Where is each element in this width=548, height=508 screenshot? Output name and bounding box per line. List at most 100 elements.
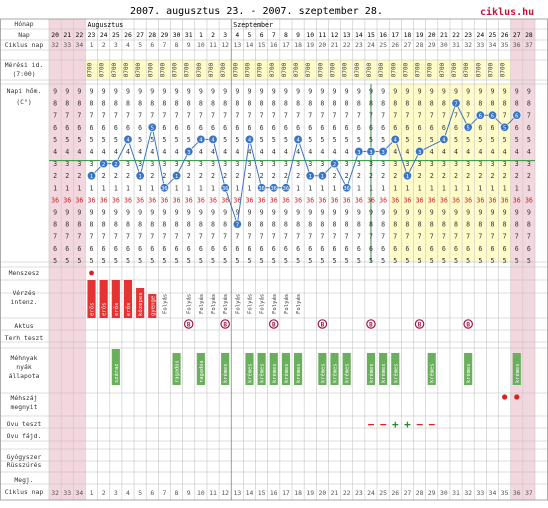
temperature-point-label: 1: [309, 174, 312, 180]
temp-scale: 7: [53, 233, 57, 241]
temperature-point-label: 4: [199, 138, 202, 144]
bleeding-label: Folyás: [161, 294, 168, 314]
temp-scale: 5: [405, 136, 409, 144]
temp-scale: 7: [199, 112, 203, 120]
temp-scale: 7: [114, 112, 118, 120]
temp-scale: 3: [418, 160, 422, 168]
temp-scale: 7: [138, 233, 142, 241]
temp-scale: 7: [235, 112, 239, 120]
time-cell: [182, 60, 195, 80]
time-cell: [292, 60, 305, 80]
temp-scale: 6: [369, 245, 373, 253]
bleeding-label: Folyás: [283, 294, 290, 314]
temp-scale: 8: [150, 100, 154, 108]
measure-time: 0700: [281, 62, 288, 77]
temp-scale: 36: [282, 196, 290, 204]
cycle-day: 8: [175, 41, 179, 49]
temp-scale: 7: [333, 233, 337, 241]
temp-scale: 5: [138, 257, 142, 265]
temp-scale: 9: [102, 209, 106, 217]
temp-scale: 5: [150, 257, 154, 265]
temperature-point: [269, 183, 279, 193]
temp-scale: 4: [503, 148, 507, 156]
temp-scale: 1: [381, 184, 385, 192]
temp-scale: 7: [357, 112, 361, 120]
day-number: 8: [284, 31, 288, 39]
temp-scale: 36: [501, 196, 509, 204]
ciklus-logo[interactable]: ciklus.hu: [480, 6, 534, 18]
temp-scale: 7: [333, 112, 337, 120]
measure-time: 0700: [354, 62, 361, 77]
temp-scale: 7: [126, 233, 130, 241]
temp-scale: 6: [235, 124, 239, 132]
temp-scale: 6: [235, 245, 239, 253]
day-number: 2: [211, 31, 215, 39]
temp-scale: 7: [126, 112, 130, 120]
intercourse-label: B: [187, 321, 191, 328]
temp-scale: 36: [379, 196, 387, 204]
cycle-day-bottom: 34: [489, 489, 497, 497]
temp-scale: 6: [102, 245, 106, 253]
temp-scale: 4: [527, 148, 531, 156]
cycle-day: 32: [464, 41, 472, 49]
temp-scale: 7: [247, 233, 251, 241]
temp-scale: 1: [478, 184, 482, 192]
measure-time: 0700: [159, 62, 166, 77]
label-ovu-test: Ovu teszt: [7, 420, 42, 428]
label-note: Megj.: [14, 476, 33, 484]
temp-scale: 7: [430, 112, 434, 120]
temp-scale: 2: [296, 172, 300, 180]
cycle-day-bottom: 14: [246, 489, 254, 497]
mucus-label: krémes: [465, 364, 472, 383]
temp-scale: 9: [393, 88, 397, 96]
temp-scale: 8: [405, 100, 409, 108]
time-cell: [267, 60, 280, 80]
temp-scale: 4: [393, 148, 397, 156]
label-mucus-2: nyák: [16, 363, 32, 371]
temp-scale: 3: [490, 160, 494, 168]
intercourse-marker: [183, 319, 194, 329]
luteal-cell: [437, 84, 450, 262]
temp-scale: 8: [490, 100, 494, 108]
temp-scale: 7: [454, 112, 458, 120]
temperature-point-label: 7: [454, 101, 457, 107]
day-number: 21: [440, 31, 448, 39]
temp-scale: 9: [369, 88, 373, 96]
day-number: 21: [63, 31, 71, 39]
temp-scale: 5: [235, 136, 239, 144]
temperature-point-label: 3: [187, 150, 190, 156]
column-bg: [182, 19, 195, 500]
measure-time: 0700: [87, 62, 94, 77]
cycle-day: 4: [126, 41, 130, 49]
temp-scale: 7: [503, 112, 507, 120]
temp-scale: 1: [430, 184, 434, 192]
temp-scale: 5: [381, 136, 385, 144]
temperature-point: [342, 183, 352, 193]
temp-scale: 4: [114, 148, 118, 156]
temp-scale: 8: [65, 100, 69, 108]
cycle-day: 24: [367, 41, 375, 49]
temperature-point-label: 4: [248, 138, 251, 144]
temp-scale: 7: [393, 112, 397, 120]
cycle-day-bottom: 5: [138, 489, 142, 497]
temp-scale: 36: [258, 196, 266, 204]
cycle-day: 5: [138, 41, 142, 49]
time-cell: [231, 60, 244, 80]
mucus-label: ragadós: [174, 360, 181, 383]
temp-scale: 9: [308, 209, 312, 217]
temp-scale: 7: [175, 112, 179, 120]
mucus-label: krémes: [283, 364, 290, 383]
temp-scale: 8: [515, 100, 519, 108]
cycle-day: 33: [476, 41, 484, 49]
temp-scale: 36: [233, 196, 241, 204]
time-cell: [316, 60, 329, 80]
temp-scale: 7: [162, 112, 166, 120]
temp-scale: 8: [272, 100, 276, 108]
temperature-point: [87, 171, 97, 181]
temp-scale: 8: [503, 100, 507, 108]
cycle-day-bottom: 34: [76, 489, 84, 497]
temp-scale: 9: [357, 88, 361, 96]
temp-scale: 9: [454, 209, 458, 217]
temp-scale: 7: [442, 112, 446, 120]
temp-scale: 1: [247, 184, 251, 192]
